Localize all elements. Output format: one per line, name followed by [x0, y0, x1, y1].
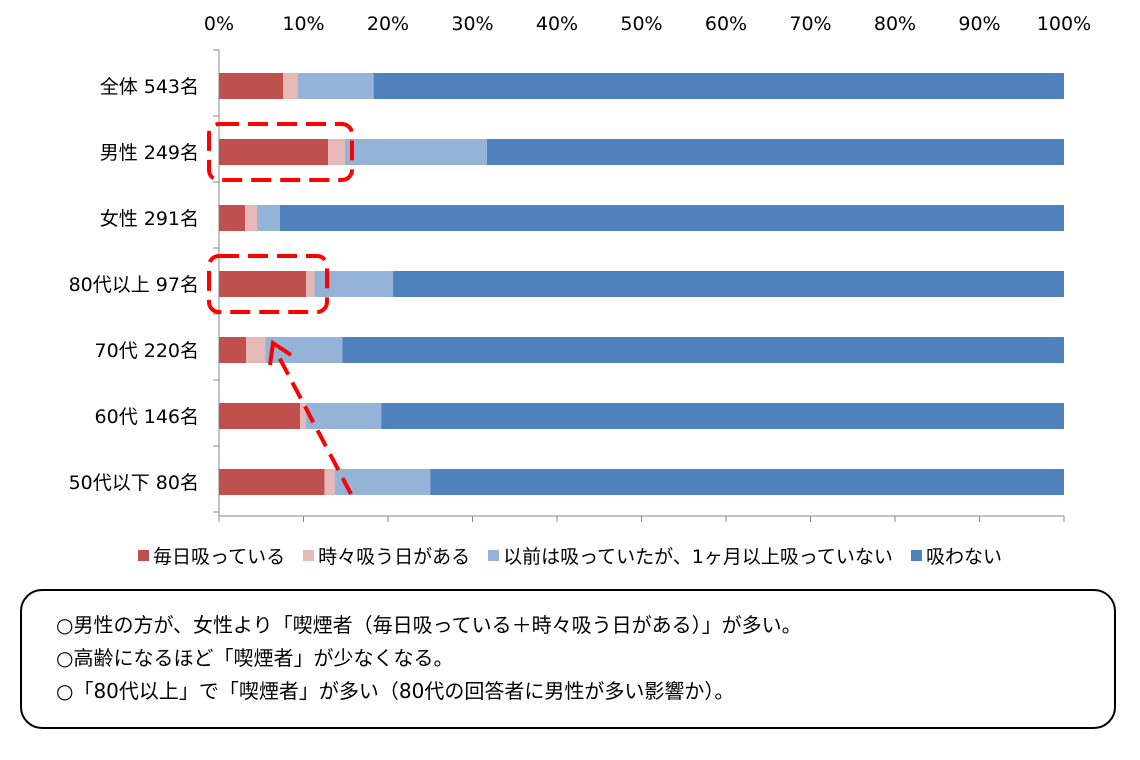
x-tick-label: 70%	[789, 13, 831, 35]
bar-segment-4	[279, 205, 1065, 231]
bar-segment-1	[219, 271, 307, 297]
bar-segment-3	[306, 403, 382, 429]
y-category-label: 全体 543名	[100, 76, 199, 98]
legend-swatch	[303, 549, 315, 561]
bar-segment-1	[219, 73, 284, 99]
legend-label: 時々吸う日がある	[318, 545, 471, 568]
x-tick-label: 10%	[282, 13, 324, 35]
legend-item: 時々吸う日がある	[303, 542, 470, 569]
legend-swatch	[138, 549, 150, 561]
stacked-bar-chart: 0% 10% 20% 30% 40% 50% 60% 70% 80% 90% 100% 全体 543…	[69, 13, 1091, 522]
x-tick-label: 90%	[958, 13, 1000, 35]
note-line-3: ○「80代以上」で「喫煙者」が多い（80代の回答者に男性が多い影響か）。	[56, 679, 735, 703]
bar-segment-1	[219, 337, 247, 363]
y-category-label: 80代以上 97名	[69, 274, 199, 296]
legend-label: 毎日吸っている	[153, 545, 286, 568]
y-category-label: 50代以下 80名	[69, 472, 199, 494]
x-tick-label: 50%	[620, 13, 662, 35]
bar-segment-2	[246, 337, 266, 363]
bar-segment-4	[381, 403, 1064, 429]
note-line-2: ○高齢になるほど「喫煙者」が少なくなる。	[56, 646, 454, 670]
legend-label: 以前は吸っていたが、1ヶ月以上吸っていない	[503, 545, 893, 568]
note-line-1: ○男性の方が、女性より「喫煙者（毎日吸っている＋時々吸う日がある）」が多い。	[56, 613, 802, 637]
bar-segment-1	[219, 139, 329, 165]
y-category-label: 男性 249名	[100, 142, 199, 164]
bar-segment-1	[219, 469, 325, 495]
notes-box: ○男性の方が、女性より「喫煙者（毎日吸っている＋時々吸う日がある）」が多い。 ○…	[20, 589, 1116, 729]
bar-segment-4	[486, 139, 1064, 165]
highlight-box	[207, 122, 354, 182]
bar-segment-2	[245, 205, 258, 231]
bar-segment-3	[257, 205, 280, 231]
bar-segment-1	[219, 403, 301, 429]
x-tick-label: 20%	[367, 13, 409, 35]
highlight-box	[207, 254, 329, 314]
annotations	[207, 122, 354, 495]
bar-segment-4	[393, 271, 1064, 297]
bar-segment-4	[342, 337, 1064, 363]
legend-item: 吸わない	[910, 542, 1002, 569]
legend-item: 以前は吸っていたが、1ヶ月以上吸っていない	[488, 542, 893, 569]
x-tick-label: 30%	[451, 13, 493, 35]
bar-segment-2	[328, 139, 345, 165]
bar-segment-2	[283, 73, 298, 99]
bar-segment-3	[344, 139, 487, 165]
y-category-label: 70代 220名	[95, 340, 199, 362]
x-tick-label: 0%	[204, 13, 234, 35]
bar-segment-3	[297, 73, 374, 99]
x-tick-label: 60%	[705, 13, 747, 35]
trend-arrow-head	[268, 339, 293, 366]
legend-item: 毎日吸っている	[138, 542, 285, 569]
bar-segment-4	[430, 469, 1064, 495]
bar-segment-1	[219, 205, 246, 231]
bar-segment-3	[265, 337, 343, 363]
x-axis: 0% 10% 20% 30% 40% 50% 60% 70% 80% 90% 100%	[204, 13, 1091, 522]
bar-segment-2	[300, 403, 307, 429]
bar-segment-2	[324, 469, 335, 495]
legend: 毎日吸っている 時々吸う日がある 以前は吸っていたが、1ヶ月以上吸っていない 吸わない	[0, 538, 1140, 572]
legend-swatch	[488, 549, 500, 561]
x-tick-label: 100%	[1037, 13, 1091, 35]
y-category-label: 60代 146名	[95, 406, 199, 428]
x-tick-label: 80%	[874, 13, 916, 35]
y-category-label: 女性 291名	[100, 208, 199, 230]
legend-label: 吸わない	[925, 545, 1002, 568]
bar-segment-4	[373, 73, 1064, 99]
legend-swatch	[910, 549, 922, 561]
bar-area	[219, 73, 1065, 495]
bar-segment-2	[306, 271, 315, 297]
x-tick-label: 40%	[536, 13, 578, 35]
